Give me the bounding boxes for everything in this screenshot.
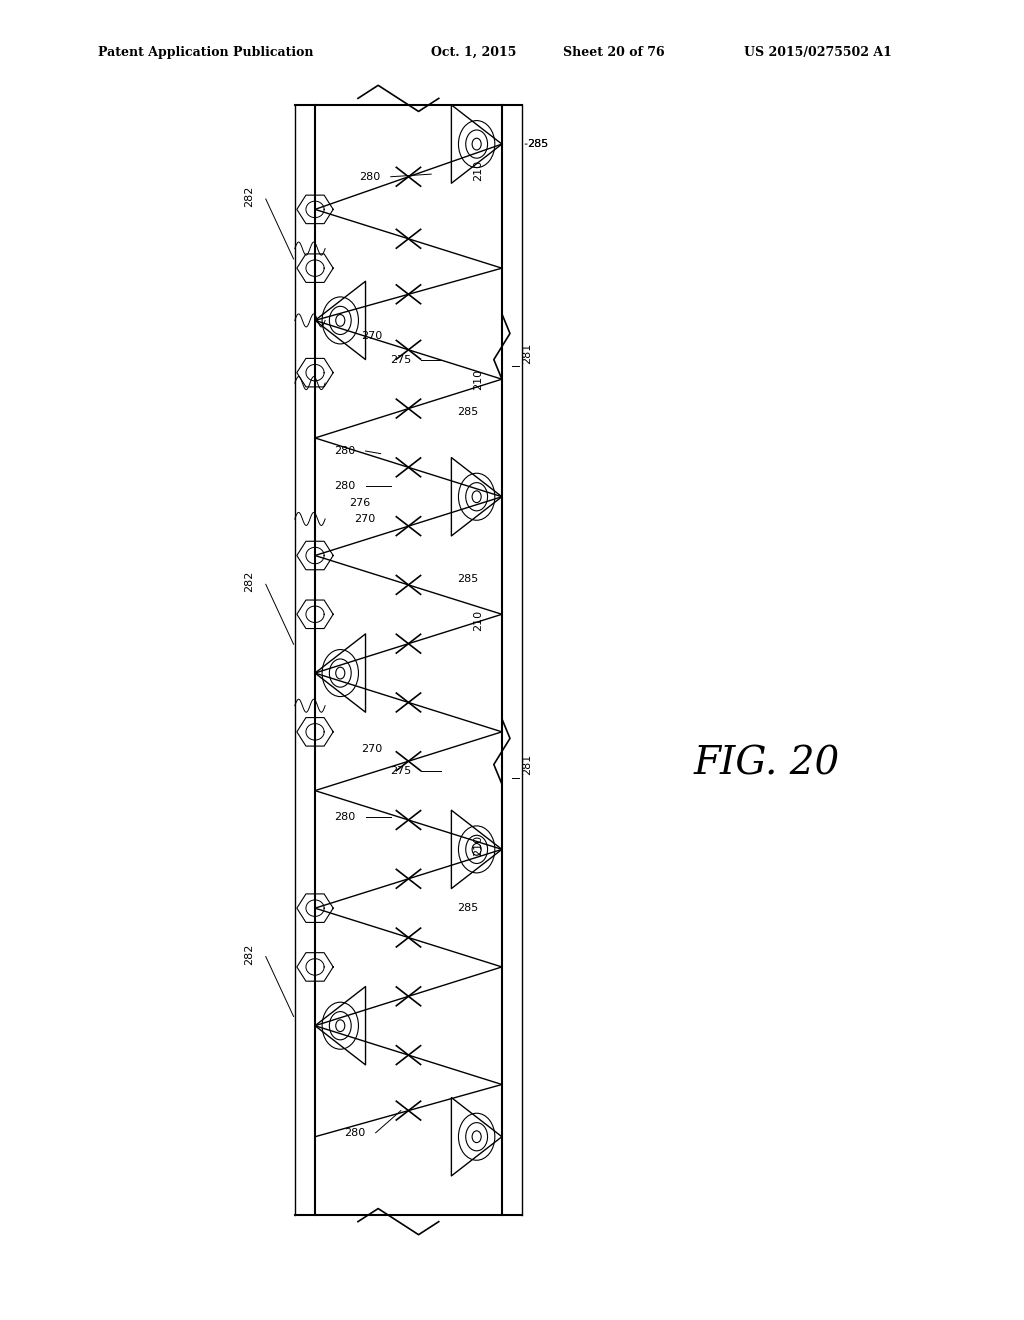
Text: 210: 210: [474, 160, 483, 181]
Text: 210: 210: [474, 610, 483, 631]
Text: 285: 285: [527, 139, 549, 149]
Text: 280: 280: [334, 812, 355, 822]
Text: 282: 282: [245, 572, 254, 593]
Text: 280: 280: [334, 446, 355, 455]
Text: US 2015/0275502 A1: US 2015/0275502 A1: [744, 46, 892, 59]
Text: 285: 285: [458, 574, 478, 583]
Text: 282: 282: [245, 186, 254, 207]
Text: 280: 280: [334, 482, 355, 491]
Text: 285: 285: [458, 407, 478, 417]
Text: FIG. 20: FIG. 20: [694, 746, 840, 783]
Text: 285: 285: [458, 903, 478, 913]
Text: Patent Application Publication: Patent Application Publication: [98, 46, 313, 59]
Text: Oct. 1, 2015: Oct. 1, 2015: [431, 46, 516, 59]
Text: 280: 280: [344, 1127, 366, 1138]
Text: 270: 270: [354, 513, 376, 524]
Text: 281: 281: [522, 342, 532, 364]
Text: 270: 270: [361, 743, 383, 754]
Text: 282: 282: [245, 944, 254, 965]
Text: 275: 275: [390, 766, 411, 776]
Text: 270: 270: [361, 331, 383, 341]
Text: 280: 280: [359, 172, 381, 182]
Text: Sheet 20 of 76: Sheet 20 of 76: [562, 46, 665, 59]
Text: 281: 281: [522, 754, 532, 775]
Text: 210: 210: [474, 368, 483, 389]
Text: 275: 275: [390, 355, 411, 364]
Text: 285: 285: [527, 139, 549, 149]
Text: 210: 210: [474, 836, 483, 857]
Text: 276: 276: [349, 498, 371, 508]
